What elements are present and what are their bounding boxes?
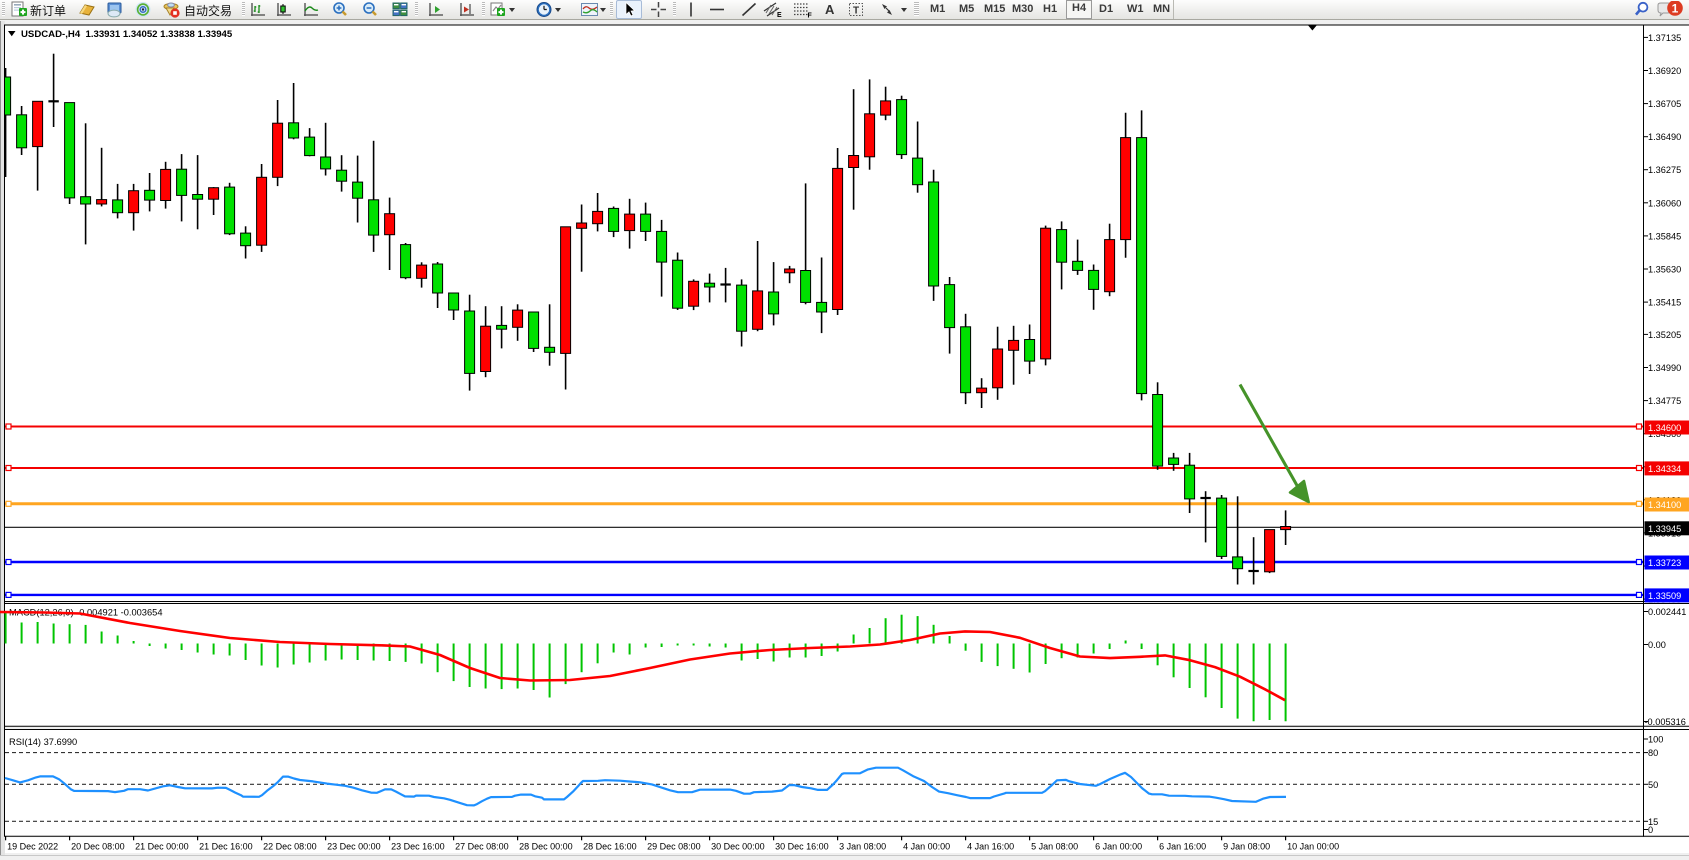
svg-text:10 Jan 00:00: 10 Jan 00:00 [1287, 842, 1339, 852]
svg-text:21 Dec 00:00: 21 Dec 00:00 [135, 842, 189, 852]
svg-text:1.36705: 1.36705 [1648, 99, 1681, 109]
svg-text:1.35845: 1.35845 [1648, 231, 1681, 241]
svg-text:9 Jan 08:00: 9 Jan 08:00 [1223, 842, 1270, 852]
svg-text:1.34600: 1.34600 [1648, 423, 1681, 433]
svg-text:1.34100: 1.34100 [1648, 500, 1681, 510]
svg-text:1.36920: 1.36920 [1648, 66, 1681, 76]
svg-text:-0.005316: -0.005316 [1645, 717, 1686, 727]
svg-text:0: 0 [1648, 825, 1653, 835]
svg-text:4 Jan 16:00: 4 Jan 16:00 [967, 842, 1014, 852]
svg-text:1.35630: 1.35630 [1648, 265, 1681, 275]
svg-text:0.00: 0.00 [1648, 640, 1666, 650]
svg-text:5 Jan 08:00: 5 Jan 08:00 [1031, 842, 1078, 852]
svg-text:1.33509: 1.33509 [1648, 591, 1681, 601]
svg-text:50: 50 [1648, 780, 1658, 790]
svg-text:0.002441: 0.002441 [1648, 607, 1686, 617]
svg-text:20 Dec 08:00: 20 Dec 08:00 [71, 842, 125, 852]
svg-text:RSI(14) 37.6990: RSI(14) 37.6990 [9, 737, 77, 747]
svg-text:1.36275: 1.36275 [1648, 165, 1681, 175]
svg-text:1.36490: 1.36490 [1648, 132, 1681, 142]
svg-text:1.37135: 1.37135 [1648, 33, 1681, 43]
svg-text:23 Dec 16:00: 23 Dec 16:00 [391, 842, 445, 852]
svg-text:1.35415: 1.35415 [1648, 298, 1681, 308]
svg-text:30 Dec 16:00: 30 Dec 16:00 [775, 842, 829, 852]
svg-text:21 Dec 16:00: 21 Dec 16:00 [199, 842, 253, 852]
svg-text:6 Jan 00:00: 6 Jan 00:00 [1095, 842, 1142, 852]
svg-text:19 Dec 2022: 19 Dec 2022 [7, 842, 58, 852]
svg-text:6 Jan 16:00: 6 Jan 16:00 [1159, 842, 1206, 852]
svg-text:1: 1 [1672, 2, 1679, 16]
svg-text:1.34990: 1.34990 [1648, 363, 1681, 373]
svg-text:28 Dec 16:00: 28 Dec 16:00 [583, 842, 637, 852]
svg-text:27 Dec 08:00: 27 Dec 08:00 [455, 842, 509, 852]
svg-text:4 Jan 00:00: 4 Jan 00:00 [903, 842, 950, 852]
svg-text:3 Jan 08:00: 3 Jan 08:00 [839, 842, 886, 852]
svg-text:1.33945: 1.33945 [1648, 524, 1681, 534]
svg-text:80: 80 [1648, 748, 1658, 758]
svg-text:1.36060: 1.36060 [1648, 198, 1681, 208]
svg-text:E: E [777, 12, 782, 18]
svg-text:23 Dec 00:00: 23 Dec 00:00 [327, 842, 381, 852]
svg-text:28 Dec 00:00: 28 Dec 00:00 [519, 842, 573, 852]
svg-text:MACD(12,26,9) -0.004921 -0.003: MACD(12,26,9) -0.004921 -0.003654 [9, 608, 163, 618]
svg-text:1.35205: 1.35205 [1648, 330, 1681, 340]
svg-text:1.34334: 1.34334 [1648, 464, 1681, 474]
svg-text:15: 15 [1648, 817, 1658, 827]
svg-text:100: 100 [1648, 735, 1663, 745]
svg-text:30 Dec 00:00: 30 Dec 00:00 [711, 842, 765, 852]
svg-text:F: F [808, 13, 813, 19]
svg-text:29 Dec 08:00: 29 Dec 08:00 [647, 842, 701, 852]
svg-text:USDCAD-,H4 1.33931 1.34052 1.: USDCAD-,H4 1.33931 1.34052 1.33838 1.339… [21, 29, 233, 40]
svg-text:T: T [853, 6, 859, 17]
svg-text:1.34775: 1.34775 [1648, 396, 1681, 406]
svg-text:1.33723: 1.33723 [1648, 558, 1681, 568]
svg-text:22 Dec 08:00: 22 Dec 08:00 [263, 842, 317, 852]
